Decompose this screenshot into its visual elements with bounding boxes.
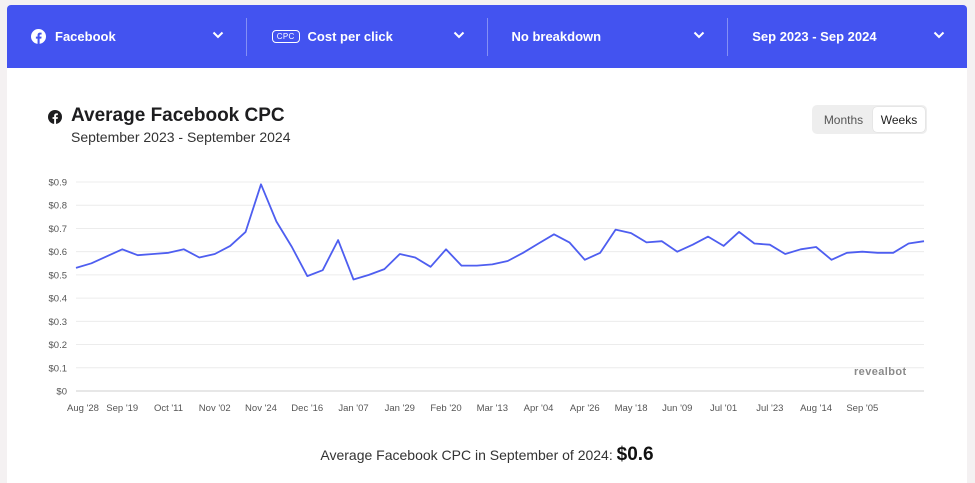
x-tick-label: Jan '07 bbox=[338, 403, 368, 414]
x-tick-label: Dec '16 bbox=[291, 403, 323, 414]
y-tick-label: $0.8 bbox=[49, 201, 68, 212]
y-tick-label: $0 bbox=[56, 387, 67, 398]
x-tick-label: Sep '05 bbox=[846, 403, 878, 414]
x-tick-label: Nov '24 bbox=[245, 403, 277, 414]
y-tick-label: $0.4 bbox=[49, 294, 68, 305]
x-tick-label: Jan '29 bbox=[385, 403, 415, 414]
facebook-icon bbox=[48, 110, 62, 124]
x-tick-label: Feb '20 bbox=[430, 403, 461, 414]
cpc-line-chart: $0 $0.1 $0.2 $0.3 $0.4 $0.5 $0.6 $0.7 $0.8 $0.9 Au… bbox=[49, 178, 925, 414]
x-tick-label: Jun '09 bbox=[662, 403, 692, 414]
granularity-toggle: Months Weeks bbox=[812, 105, 927, 134]
divider bbox=[245, 17, 247, 56]
breakdown-label: No breakdown bbox=[511, 29, 602, 44]
x-tick-label: Aug '28 bbox=[67, 403, 99, 414]
metric-dropdown[interactable]: CPC Cost per click bbox=[247, 5, 487, 68]
x-tick-label: Apr '26 bbox=[570, 403, 600, 414]
divider bbox=[486, 17, 488, 56]
y-tick-label: $0.2 bbox=[49, 340, 68, 351]
summary-value: $0.6 bbox=[616, 444, 654, 465]
chevron-down-icon bbox=[212, 31, 223, 39]
x-tick-label: Aug '14 bbox=[800, 403, 832, 414]
x-tick-label: Sep '19 bbox=[106, 403, 138, 414]
x-tick-label: Jul '01 bbox=[710, 403, 737, 414]
breakdown-dropdown[interactable]: No breakdown bbox=[488, 5, 728, 68]
x-tick-label: Apr '04 bbox=[524, 403, 554, 414]
platform-label: Facebook bbox=[55, 29, 116, 44]
filter-toolbar: Facebook CPC Cost per click No breakdown… bbox=[7, 5, 967, 68]
divider bbox=[727, 17, 729, 56]
x-tick-label: Mar '13 bbox=[477, 403, 508, 414]
revealbot-watermark: revealbot bbox=[854, 366, 907, 378]
chevron-down-icon bbox=[933, 31, 945, 39]
date-range-dropdown[interactable]: Sep 2023 - Sep 2024 bbox=[728, 5, 967, 68]
weeks-toggle-button[interactable]: Weeks bbox=[873, 107, 925, 132]
summary: Average Facebook CPC in September of 202… bbox=[7, 444, 967, 466]
date-range-label: Sep 2023 - Sep 2024 bbox=[752, 29, 877, 44]
platform-dropdown[interactable]: Facebook bbox=[7, 5, 246, 68]
chart-panel: Average Facebook CPC September 2023 - Se… bbox=[7, 68, 967, 483]
y-tick-label: $0.5 bbox=[49, 270, 68, 281]
x-tick-label: May '18 bbox=[615, 403, 648, 414]
y-tick-label: $0.1 bbox=[49, 363, 68, 374]
x-tick-label: Oct '11 bbox=[154, 403, 183, 414]
chevron-down-icon bbox=[453, 31, 464, 39]
y-tick-label: $0.7 bbox=[49, 224, 68, 235]
x-tick-label: Nov '02 bbox=[199, 403, 231, 414]
cpc-series-line bbox=[75, 183, 925, 281]
months-toggle-button[interactable]: Months bbox=[823, 112, 864, 127]
y-tick-label: $0.6 bbox=[49, 247, 68, 258]
facebook-icon bbox=[31, 29, 46, 44]
chart-title-row: Average Facebook CPC bbox=[48, 105, 285, 127]
chevron-down-icon bbox=[694, 31, 705, 39]
y-tick-label: $0.9 bbox=[49, 178, 68, 189]
x-tick-label: Jul '23 bbox=[756, 403, 783, 414]
y-tick-label: $0.3 bbox=[49, 317, 68, 328]
summary-text: Average Facebook CPC in September of 202… bbox=[320, 447, 613, 463]
cpc-badge: CPC bbox=[271, 30, 300, 43]
chart-title: Average Facebook CPC bbox=[71, 105, 285, 126]
metric-label: Cost per click bbox=[307, 29, 393, 44]
chart-subtitle: September 2023 - September 2024 bbox=[71, 129, 291, 145]
